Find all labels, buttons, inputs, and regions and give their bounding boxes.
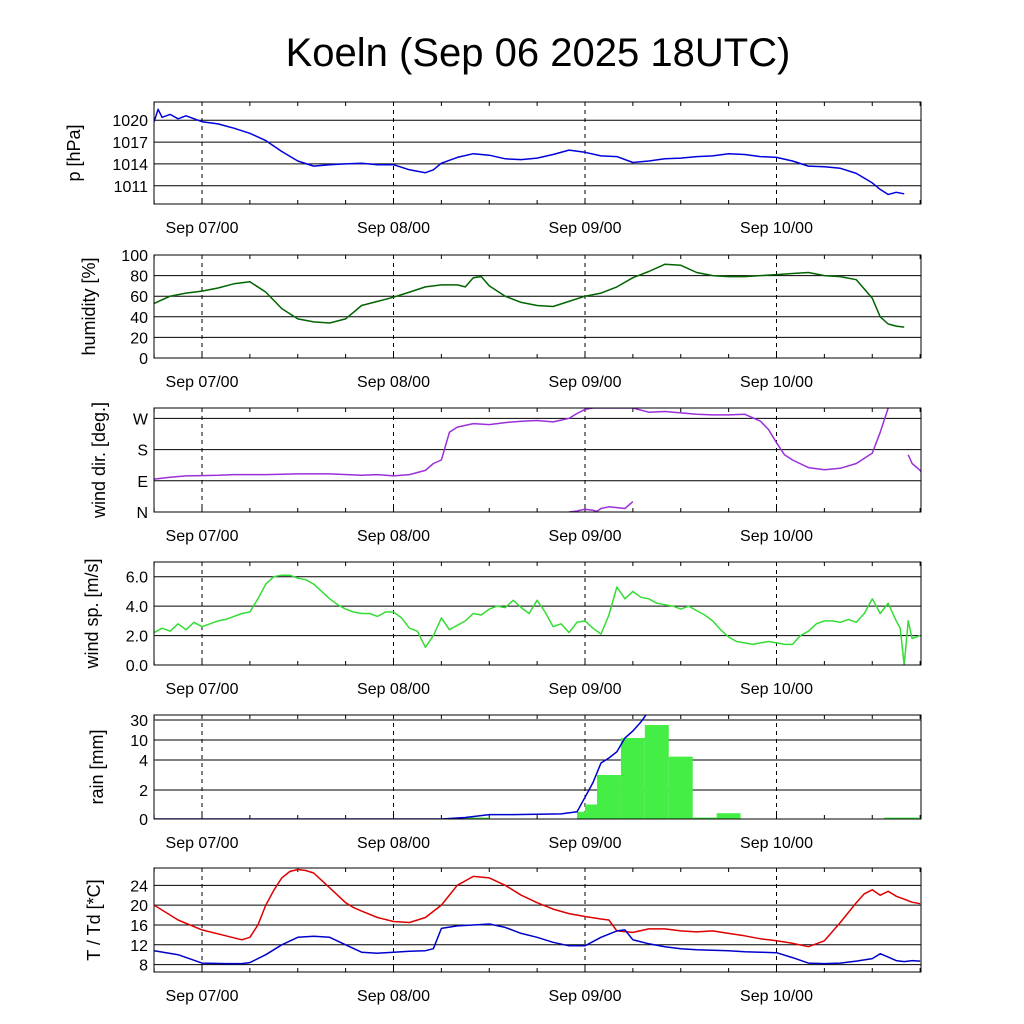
x-tick-label: Sep 07/00 [166,528,239,545]
y-tick-label: 80 [130,269,148,286]
x-tick-label: Sep 09/00 [549,220,622,237]
series-line-td [154,923,921,965]
rain-cumulative-line [154,715,647,819]
x-tick-label: Sep 09/00 [549,528,622,545]
y-axis-label: p [hPa] [64,124,84,181]
y-tick-label: W [133,411,149,428]
y-axis-label: wind dir. [deg.] [89,402,109,519]
panel-temperature: 8 12 16 20 24 Sep 07/00 Sep 08/00 Sep 09/00 Sep … [84,867,922,1005]
y-axis-label: humidity [%] [79,257,99,355]
wind_speed-data [154,574,921,665]
series-line-humidity [154,263,905,328]
x-tick-label: Sep 08/00 [357,988,430,1005]
x-tick-label: Sep 07/00 [166,681,239,698]
plot-frame [153,101,922,205]
x-tick-label: Sep 09/00 [549,835,622,852]
x-tick-label: Sep 07/00 [166,374,239,391]
rain-bar [465,817,490,819]
panel-rain: 0 2 4 10 30 Sep 07/00 Sep 08/00 Sep 09/00 Sep 10… [87,713,922,852]
rain-bar [716,813,741,819]
y-tick-label: 1014 [112,157,148,174]
y-tick-label: 24 [130,878,148,895]
y-tick-label: 2.0 [126,629,148,646]
y-tick-label: 0 [139,351,148,368]
y-tick-label: 20 [130,898,148,915]
series-line-wind-direction [154,408,889,480]
y-axis-label: T / Td [*C] [84,879,104,960]
y-tick-label: 6.0 [126,570,148,587]
y-tick-label: 4.0 [126,599,148,616]
rain-bar [620,738,645,819]
series-line-t [154,868,921,948]
x-tick-label: Sep 10/00 [740,220,813,237]
x-tick-label: Sep 10/00 [740,374,813,391]
panel-humidity: 0 20 40 60 80 100 Sep 07/00 Sep 08/00 Sep 09/00 S… [79,248,922,391]
y-tick-label: 20 [130,330,148,347]
y-tick-label: 0.0 [126,658,148,675]
y-tick-label: 0 [139,812,148,829]
series-line-wind-direction-wrapped- [568,501,634,512]
rain-bar [668,756,693,819]
y-tick-label: 1020 [112,113,148,130]
series-line-pressure [154,108,905,196]
temperature-data [154,868,921,965]
x-tick-label: Sep 08/00 [357,835,430,852]
y-axis-label: rain [mm] [87,729,107,804]
x-tick-label: Sep 10/00 [740,681,813,698]
panel-wind_speed: 0.0 2.0 4.0 6.0 Sep 07/00 Sep 08/00 Sep 09/00 S… [82,558,922,698]
y-tick-label: E [137,474,148,491]
x-tick-label: Sep 08/00 [357,220,430,237]
x-tick-label: Sep 10/00 [740,835,813,852]
x-tick-label: Sep 07/00 [166,988,239,1005]
y-tick-label: 2 [139,783,148,800]
y-tick-label: 12 [130,938,148,955]
panel-pressure: 1011 1014 1017 1020 Sep 07/00 Sep 08/00 Sep 09… [64,101,922,237]
y-tick-label: 100 [121,248,148,265]
chart-title: Koeln (Sep 06 2025 18UTC) [286,31,791,75]
x-tick-label: Sep 08/00 [357,374,430,391]
x-tick-label: Sep 10/00 [740,528,813,545]
rain-bar [577,811,585,819]
pressure-data [154,108,905,196]
y-axis-label: wind sp. [m/s] [82,558,102,669]
plot-frame [153,561,922,666]
y-tick-label: 10 [130,733,148,750]
plot-frame [153,714,922,820]
y-tick-label: 1011 [114,179,149,196]
rain-data [154,715,921,819]
rain-bar [884,817,921,819]
y-tick-label: 1017 [112,135,148,152]
series-line-wind-direction-late- [907,454,921,473]
y-tick-label: 4 [139,753,148,770]
y-tick-label: 40 [130,310,148,327]
y-tick-label: S [137,443,148,460]
x-tick-label: Sep 08/00 [357,681,430,698]
plot-frame [153,867,922,973]
x-tick-label: Sep 09/00 [549,988,622,1005]
plot-frame [153,254,922,359]
x-tick-label: Sep 09/00 [549,374,622,391]
x-tick-label: Sep 10/00 [740,988,813,1005]
rain-bar [692,817,717,819]
x-tick-label: Sep 07/00 [166,835,239,852]
y-tick-label: 60 [130,289,148,306]
x-tick-label: Sep 08/00 [357,528,430,545]
rain-bar [644,725,669,819]
y-tick-label: 16 [130,918,148,935]
series-line-wind-speed [154,574,921,665]
humidity-data [154,263,905,328]
wind_direction-data [154,408,921,512]
y-tick-label: 8 [139,958,148,975]
rain-bar [596,775,621,819]
y-tick-label: 30 [130,713,148,730]
y-tick-label: N [136,505,148,522]
rain-bar [585,804,597,819]
x-tick-label: Sep 09/00 [549,681,622,698]
plot-frame [153,407,922,513]
x-tick-label: Sep 07/00 [166,220,239,237]
